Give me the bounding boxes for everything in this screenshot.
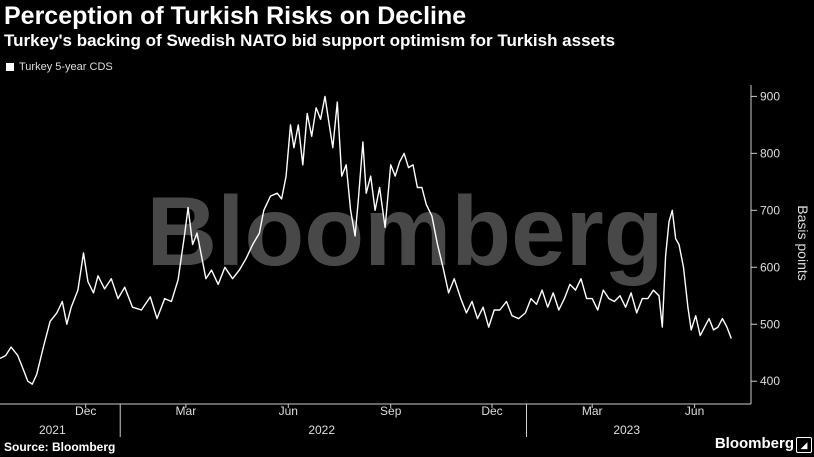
legend: Turkey 5-year CDS <box>6 61 113 73</box>
axes: 400 500 600 700 800 900 Dec Mar Jun Sep Dec Mar Jun 2… <box>0 85 780 437</box>
x-tick-label: Jun <box>279 404 298 418</box>
brand-logo: Bloomberg <box>714 435 794 452</box>
legend-swatch <box>6 63 14 71</box>
x-tick-label: Dec <box>481 404 502 418</box>
x-tick-label: Mar <box>176 404 197 418</box>
bloomberg-terminal-icon: ◢ <box>796 437 812 453</box>
x-tick-label: Sep <box>380 404 402 418</box>
year-label: 2021 <box>39 423 66 437</box>
series-line <box>0 95 732 385</box>
x-tick-label: Dec <box>75 404 96 418</box>
series-group <box>0 95 732 385</box>
y-axis-label: Basis points <box>795 205 811 280</box>
y-tick-label: 400 <box>760 374 780 388</box>
chart-subtitle: Turkey's backing of Swedish NATO bid sup… <box>4 31 616 50</box>
chart-title: Perception of Turkish Risks on Decline <box>4 2 467 30</box>
y-tick-label: 600 <box>760 260 780 274</box>
source-note: Source: Bloomberg <box>4 440 116 454</box>
year-label: 2023 <box>613 423 640 437</box>
watermark: Bloomberg <box>146 176 663 286</box>
y-tick-label: 500 <box>760 317 780 331</box>
y-tick-label: 800 <box>760 146 780 160</box>
x-tick-label: Jun <box>685 404 704 418</box>
x-tick-label: Mar <box>582 404 603 418</box>
legend-label: Turkey 5-year CDS <box>19 61 113 73</box>
y-tick-label: 700 <box>760 203 780 217</box>
y-tick-label: 900 <box>760 89 780 103</box>
year-label: 2022 <box>308 423 335 437</box>
